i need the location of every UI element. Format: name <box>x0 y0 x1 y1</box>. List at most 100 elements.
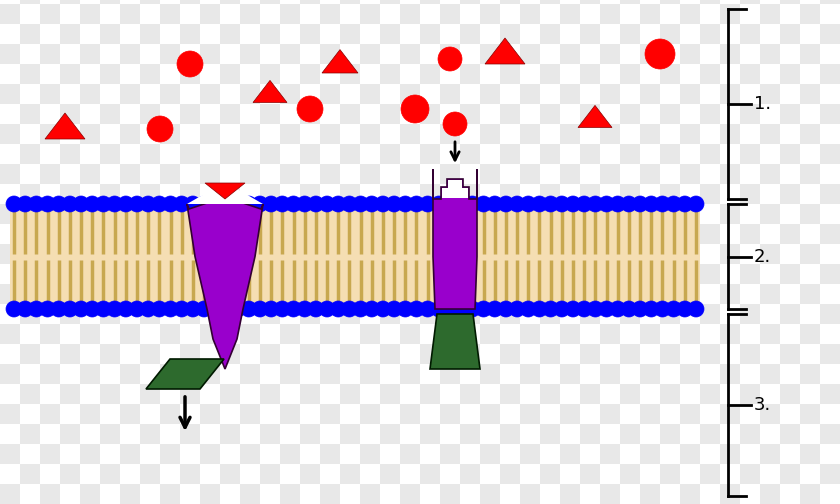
Bar <box>220 24 240 44</box>
Circle shape <box>218 196 234 212</box>
Bar <box>820 264 840 284</box>
Circle shape <box>654 301 670 317</box>
Bar <box>140 64 160 84</box>
Bar <box>560 324 580 344</box>
Bar <box>240 204 260 224</box>
Bar <box>320 364 340 384</box>
Bar <box>340 184 360 204</box>
Bar <box>480 124 500 144</box>
Bar <box>520 164 540 184</box>
Bar <box>740 384 760 404</box>
Bar <box>540 464 560 484</box>
Bar <box>560 284 580 304</box>
Bar <box>700 24 720 44</box>
Bar <box>580 184 600 204</box>
Circle shape <box>263 301 279 317</box>
Bar <box>540 424 560 444</box>
Bar <box>100 424 120 444</box>
Bar <box>620 104 640 124</box>
Bar <box>560 84 580 104</box>
Circle shape <box>319 196 335 212</box>
Bar <box>160 484 180 504</box>
Bar <box>740 464 760 484</box>
Bar <box>680 44 700 64</box>
Bar <box>580 104 600 124</box>
Bar <box>580 64 600 84</box>
Bar <box>80 244 100 264</box>
Bar <box>220 464 240 484</box>
Bar <box>200 484 220 504</box>
Circle shape <box>39 301 55 317</box>
Bar <box>80 284 100 304</box>
Bar <box>520 364 540 384</box>
Bar <box>320 324 340 344</box>
Bar <box>160 444 180 464</box>
Bar <box>200 404 220 424</box>
Circle shape <box>140 301 156 317</box>
Bar <box>140 184 160 204</box>
Bar <box>40 4 60 24</box>
Bar <box>640 484 660 504</box>
Bar <box>740 184 760 204</box>
Bar <box>20 384 40 404</box>
Bar <box>340 0 360 4</box>
Circle shape <box>442 196 458 212</box>
Circle shape <box>129 196 145 212</box>
Circle shape <box>610 301 626 317</box>
Bar <box>360 484 380 504</box>
Bar <box>0 124 20 144</box>
Bar <box>720 4 740 24</box>
Bar <box>420 384 440 404</box>
Bar <box>460 0 480 4</box>
Polygon shape <box>485 38 525 64</box>
Bar <box>200 204 220 224</box>
Circle shape <box>632 301 648 317</box>
Bar <box>60 224 80 244</box>
Bar <box>760 324 780 344</box>
Circle shape <box>498 301 514 317</box>
Bar <box>780 304 800 324</box>
Bar <box>780 464 800 484</box>
Bar <box>180 344 200 364</box>
Circle shape <box>665 301 681 317</box>
Circle shape <box>275 301 291 317</box>
Bar <box>760 84 780 104</box>
Circle shape <box>599 301 615 317</box>
Circle shape <box>241 196 257 212</box>
Bar <box>200 4 220 24</box>
Circle shape <box>408 196 424 212</box>
Circle shape <box>543 196 559 212</box>
Circle shape <box>29 301 45 317</box>
Bar <box>780 344 800 364</box>
Bar <box>160 124 180 144</box>
Bar <box>480 444 500 464</box>
Bar <box>400 84 420 104</box>
Bar <box>560 164 580 184</box>
Bar <box>220 344 240 364</box>
Bar <box>400 324 420 344</box>
Circle shape <box>632 196 648 212</box>
Bar <box>640 364 660 384</box>
Bar <box>500 344 520 364</box>
Bar <box>600 404 620 424</box>
Bar <box>420 144 440 164</box>
Bar <box>180 224 200 244</box>
Circle shape <box>688 301 704 317</box>
Bar <box>120 404 140 424</box>
Bar <box>620 0 640 4</box>
Bar <box>420 424 440 444</box>
Bar <box>600 84 620 104</box>
Bar <box>60 104 80 124</box>
Bar <box>40 44 60 64</box>
Bar <box>40 324 60 344</box>
Bar <box>820 344 840 364</box>
Bar <box>140 424 160 444</box>
Circle shape <box>438 47 462 71</box>
Bar <box>380 264 400 284</box>
Bar <box>660 424 680 444</box>
Bar <box>440 364 460 384</box>
Bar <box>140 464 160 484</box>
Circle shape <box>39 196 55 212</box>
Bar <box>180 64 200 84</box>
Bar <box>820 144 840 164</box>
